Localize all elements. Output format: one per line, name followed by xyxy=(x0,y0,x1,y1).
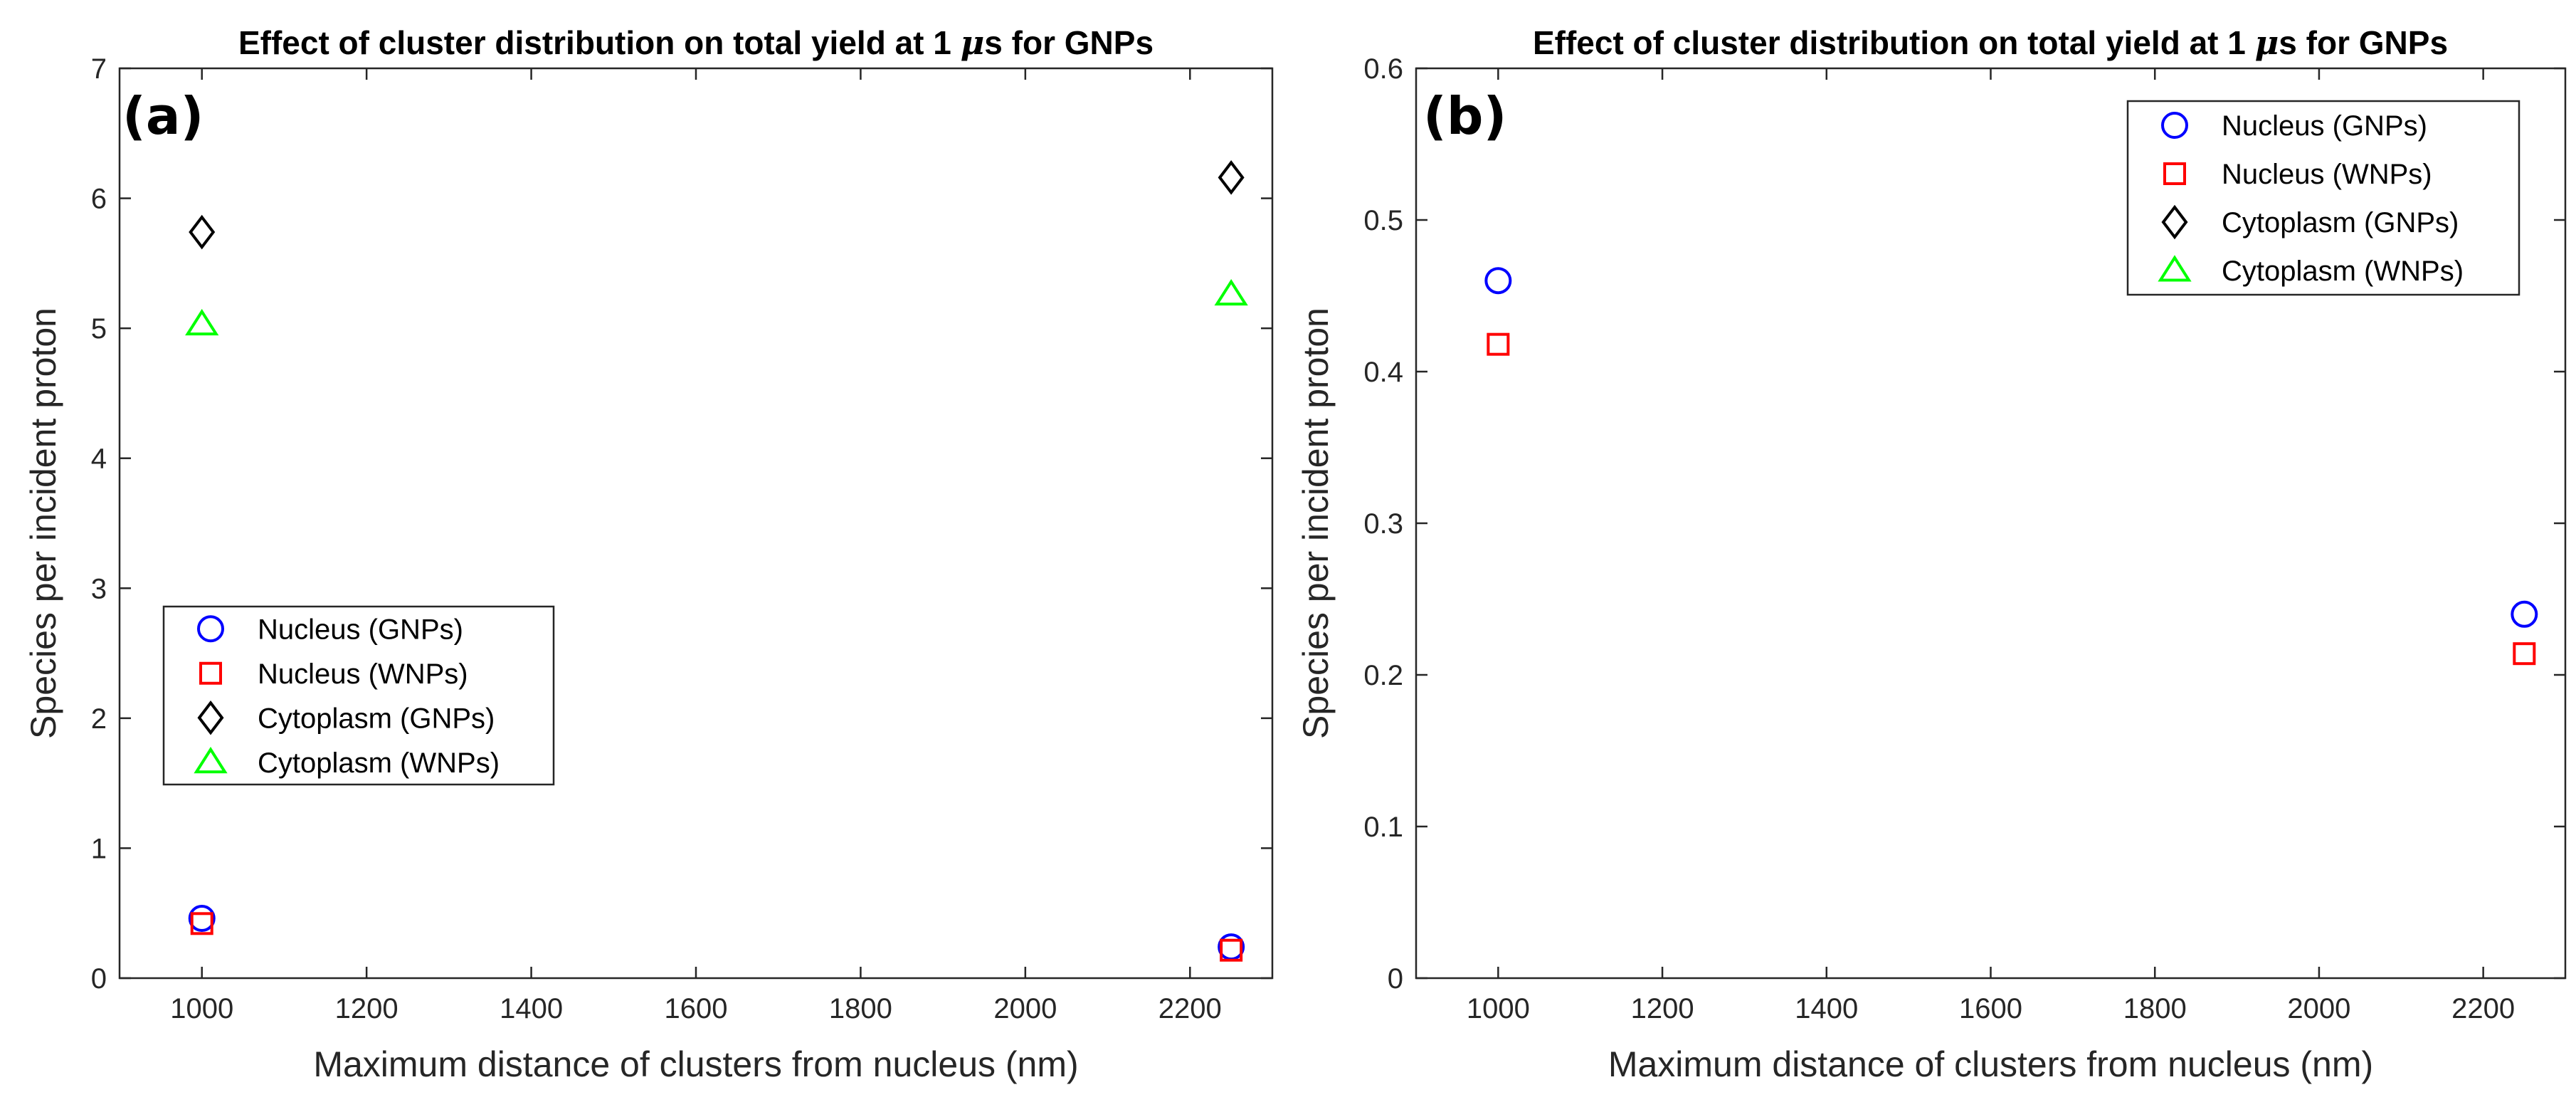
legend-marker-circle xyxy=(197,615,224,643)
x-tick-label: 1000 xyxy=(1467,993,1530,1024)
x-tick-label: 1200 xyxy=(335,993,398,1024)
y-tick-label: 0.3 xyxy=(1363,508,1403,540)
data-point-circle xyxy=(1484,267,1512,295)
y-tick-label: 2 xyxy=(91,703,107,735)
x-tick-label: 2200 xyxy=(2451,993,2515,1024)
data-point-circle xyxy=(2511,600,2538,628)
panel-a: 1000 1200 1400 1600 1800 2000 2200 0 1 2 3 4 5 6 7 Effe… xyxy=(23,23,1274,1084)
y-tick-label: 0.6 xyxy=(1363,53,1403,85)
legend-marker-diamond xyxy=(197,700,224,735)
legend-marker-square xyxy=(2163,162,2186,185)
x-tick-label: 1800 xyxy=(2123,993,2187,1024)
y-axis-label: Species per incident proton xyxy=(1296,308,1336,739)
y-tick-label: 0 xyxy=(1388,963,1403,995)
x-tick-label: 2000 xyxy=(993,993,1057,1024)
x-tick-label: 1400 xyxy=(500,993,563,1024)
legend-label: Nucleus (GNPs) xyxy=(258,614,463,645)
x-axis-label: Maximum distance of clusters from nucleu… xyxy=(313,1044,1078,1084)
x-tick-label: 1800 xyxy=(829,993,892,1024)
legend-marker-triangle xyxy=(2158,255,2192,282)
legend-label: Cytoplasm (WNPs) xyxy=(2222,256,2464,287)
legend-marker-square xyxy=(199,661,222,685)
y-tick-label: 5 xyxy=(91,313,107,345)
x-tick-label: 1000 xyxy=(170,993,233,1024)
legend-label: Cytoplasm (GNPs) xyxy=(2222,207,2459,238)
panel-b: 1000 1200 1400 1600 1800 2000 2200 0 0.1 0.2 0.3 0.… xyxy=(1296,23,2567,1084)
y-tick-label: 0.1 xyxy=(1363,812,1403,843)
x-tick-label: 1600 xyxy=(665,993,728,1024)
legend-label: Nucleus (WNPs) xyxy=(258,659,468,690)
legend-marker-diamond xyxy=(2161,204,2188,240)
legend-label: Nucleus (WNPs) xyxy=(2222,159,2432,190)
x-tick-label: 2200 xyxy=(1158,993,1222,1024)
y-tick-label: 7 xyxy=(91,53,107,85)
data-point-diamond xyxy=(1218,160,1245,195)
y-tick-label: 6 xyxy=(91,184,107,215)
legend-marker-triangle xyxy=(194,747,228,774)
legend-label: Nucleus (GNPs) xyxy=(2222,110,2427,142)
x-tick-label: 1400 xyxy=(1795,993,1858,1024)
legend-label: Cytoplasm (WNPs) xyxy=(258,747,500,779)
panel-label: (a) xyxy=(122,86,204,146)
data-point-square xyxy=(1487,332,1510,356)
legend: Nucleus (GNPs) Nucleus (WNPs) Cytoplasm (G… xyxy=(162,605,555,786)
chart-title: Effect of cluster distribution on total … xyxy=(1533,23,2448,62)
y-tick-label: 1 xyxy=(91,833,107,864)
y-tick-label: 4 xyxy=(91,444,107,475)
data-point-circle xyxy=(188,905,216,933)
data-point-square xyxy=(2513,642,2536,666)
y-tick-label: 3 xyxy=(91,573,107,604)
legend-box xyxy=(2126,100,2520,296)
legend-label: Cytoplasm (GNPs) xyxy=(258,703,495,734)
data-point-diamond xyxy=(189,214,216,250)
y-tick-label: 0.5 xyxy=(1363,205,1403,236)
legend-marker-circle xyxy=(2161,112,2188,139)
legend: Nucleus (GNPs) Nucleus (WNPs) Cytoplasm (G… xyxy=(2126,100,2520,296)
x-axis-label: Maximum distance of clusters from nucleu… xyxy=(1608,1044,2373,1084)
data-point-square xyxy=(1220,938,1243,962)
y-tick-label: 0.2 xyxy=(1363,660,1403,691)
x-tick-label: 1600 xyxy=(1959,993,2022,1024)
y-tick-label: 0.4 xyxy=(1363,357,1403,388)
data-point-triangle xyxy=(1214,278,1248,306)
panel-label: (b) xyxy=(1423,86,1506,146)
y-tick-label: 0 xyxy=(91,963,107,995)
data-point-triangle xyxy=(185,308,219,336)
chart-title: Effect of cluster distribution on total … xyxy=(238,23,1154,62)
legend-box xyxy=(162,605,555,786)
axes-box xyxy=(118,67,1274,980)
x-tick-label: 2000 xyxy=(2287,993,2350,1024)
x-tick-label: 1200 xyxy=(1631,993,1694,1024)
y-axis-label: Species per incident proton xyxy=(23,308,63,739)
data-point-square xyxy=(190,912,213,935)
